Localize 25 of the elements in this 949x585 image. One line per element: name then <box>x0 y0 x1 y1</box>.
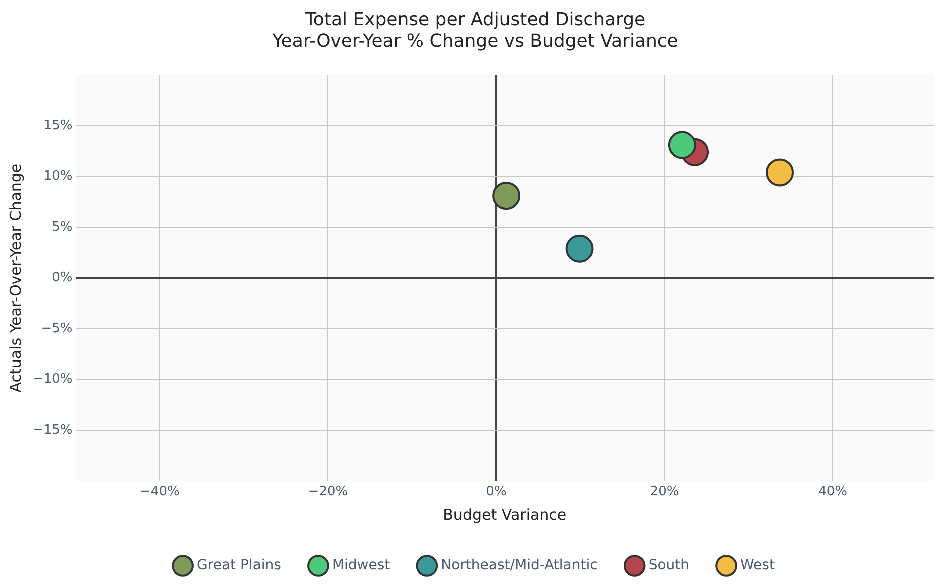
text: Total Expense per Adjusted Discharge <box>305 9 646 30</box>
point <box>668 131 696 160</box>
y-tick-label: 0% <box>52 270 73 286</box>
legend-label: Northeast/Mid-Atlantic <box>441 558 598 574</box>
x-axis-title: Budget Variance <box>443 506 567 524</box>
y-tick-label: −10% <box>32 372 73 388</box>
y-axis-title: Actuals Year-Over-Year Change <box>6 164 25 393</box>
point <box>566 234 594 263</box>
x-tick-label: −20% <box>308 484 348 500</box>
x-tick-label: −40% <box>140 484 180 500</box>
x-tick-label: 20% <box>650 484 680 500</box>
legend-label: West <box>740 558 776 574</box>
y-tick-label: 15% <box>44 118 73 134</box>
legend-label: Midwest <box>332 558 391 574</box>
y-tick-label: −15% <box>32 423 73 438</box>
y-tick-label: 10% <box>44 169 73 184</box>
legend-label: South <box>648 558 690 574</box>
y-tick-label: −5% <box>41 321 73 336</box>
text: Year-Over-Year % Change vs Budget Variance <box>272 31 678 52</box>
x-tick-label: 40% <box>818 484 848 500</box>
y-tick-label: 5% <box>52 220 73 235</box>
x-tick-label: 0% <box>486 484 507 500</box>
legend-label: Great Plains <box>197 558 282 574</box>
point <box>492 182 521 210</box>
point <box>766 158 794 187</box>
